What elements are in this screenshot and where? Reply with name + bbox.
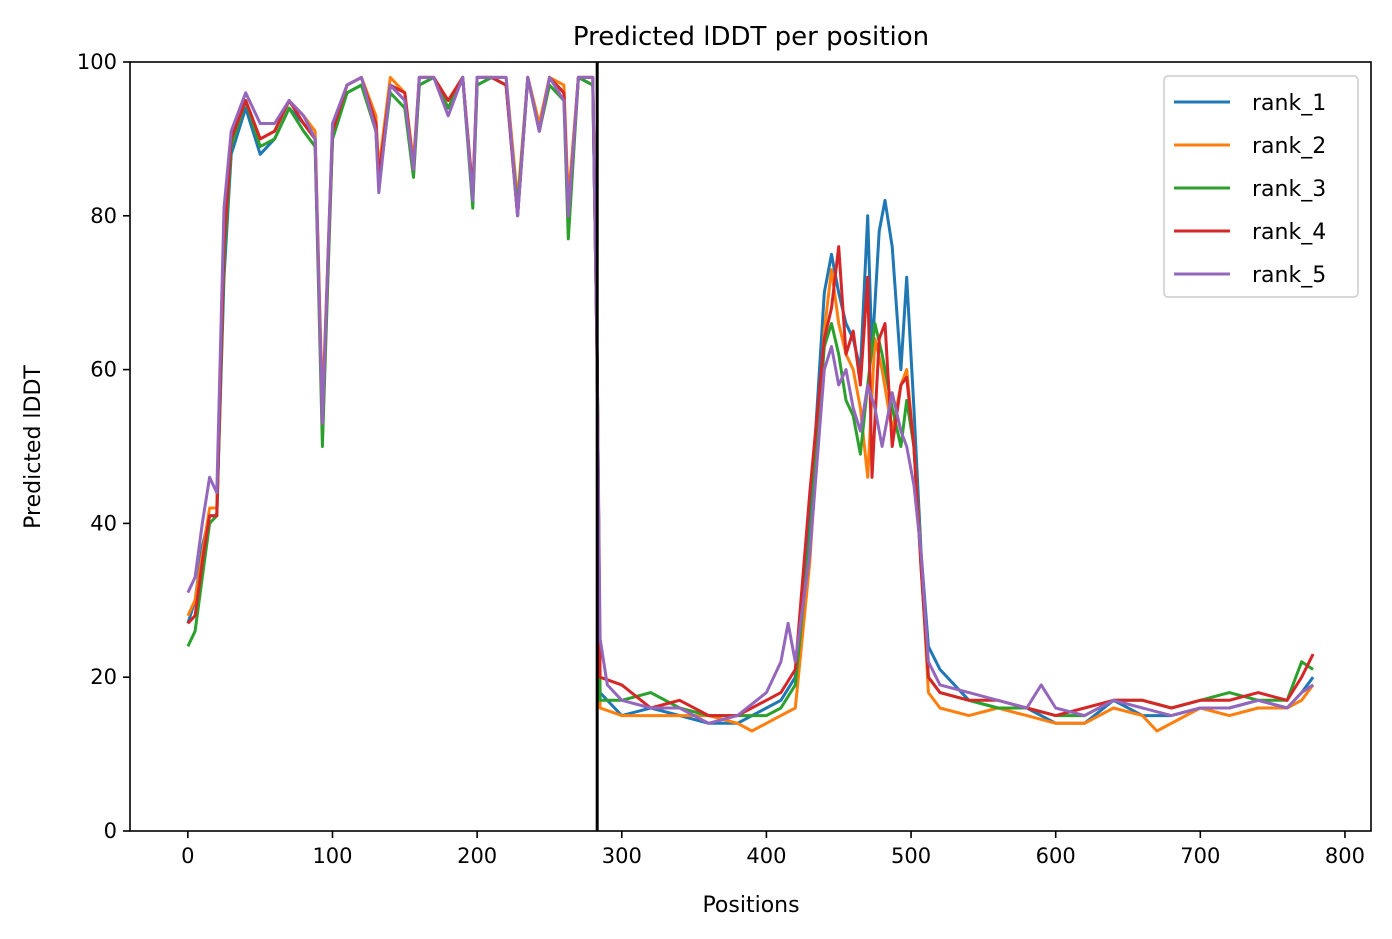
series-lines xyxy=(186,75,1315,733)
y-axis-ticks: 0 20 40 60 80 100 xyxy=(77,50,130,843)
series-line-rank-5 xyxy=(186,75,1314,725)
x-tick-label: 600 xyxy=(1036,844,1076,868)
y-tick-label: 80 xyxy=(90,204,117,228)
x-tick-label: 0 xyxy=(181,844,194,868)
x-tick-label: 200 xyxy=(457,844,497,868)
x-tick-label: 700 xyxy=(1180,844,1220,868)
y-tick-label: 60 xyxy=(90,358,117,382)
y-tick-label: 100 xyxy=(77,50,117,74)
y-tick-label: 40 xyxy=(90,511,117,535)
legend-label-rank-1: rank_1 xyxy=(1252,91,1326,116)
legend-box xyxy=(1163,75,1359,298)
legend-label-rank-4: rank_4 xyxy=(1252,220,1326,245)
y-tick-label: 0 xyxy=(104,819,117,843)
y-axis-label: Predicted lDDT xyxy=(21,365,46,529)
legend-label-rank-3: rank_3 xyxy=(1252,177,1326,202)
chart-title: Predicted lDDT per position xyxy=(573,22,929,52)
legend: rank_1 rank_2 rank_3 rank_4 rank_5 xyxy=(1163,75,1359,298)
x-tick-label: 100 xyxy=(312,844,352,868)
legend-label-rank-5: rank_5 xyxy=(1252,263,1326,288)
x-tick-label: 500 xyxy=(891,844,931,868)
y-tick-label: 20 xyxy=(90,665,117,689)
x-axis-ticks: 0 100 200 300 400 500 600 700 800 xyxy=(181,831,1365,868)
x-axis-label: Positions xyxy=(702,893,799,918)
legend-label-rank-2: rank_2 xyxy=(1252,134,1326,159)
x-tick-label: 400 xyxy=(746,844,786,868)
x-tick-label: 800 xyxy=(1325,844,1365,868)
x-tick-label: 300 xyxy=(602,844,642,868)
plot-frame xyxy=(129,61,1372,832)
